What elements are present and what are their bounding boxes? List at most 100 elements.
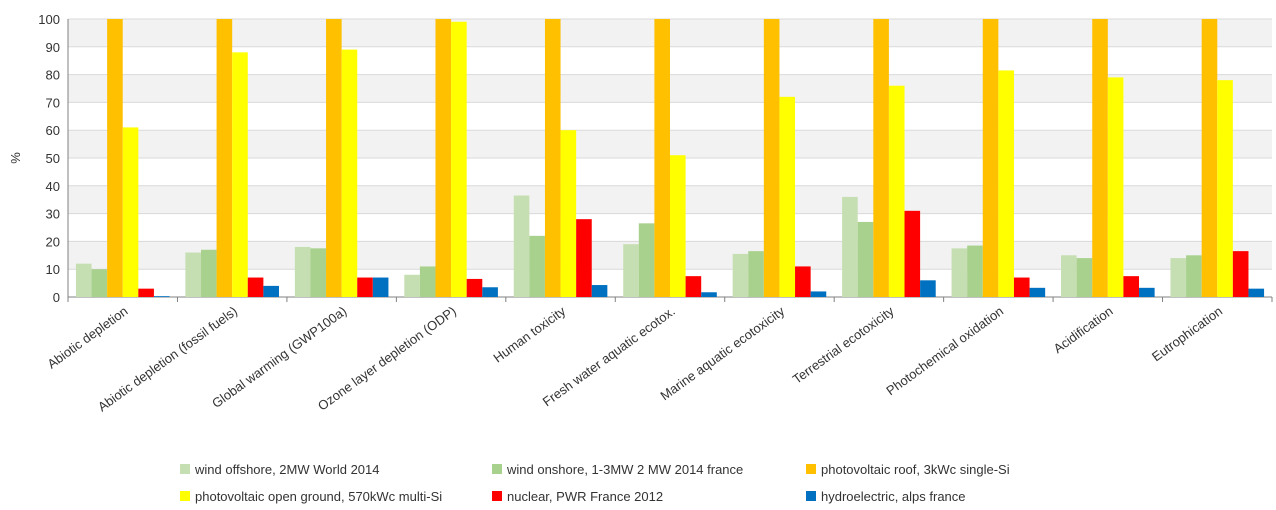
bar — [91, 269, 108, 297]
y-tick-label: 70 — [46, 95, 60, 110]
bar — [623, 244, 639, 297]
y-tick-label: 90 — [46, 40, 60, 55]
y-tick-label: 100 — [38, 12, 60, 27]
bar — [1139, 287, 1155, 297]
bar — [748, 251, 764, 297]
bar — [216, 19, 233, 297]
bar — [185, 252, 201, 297]
bar — [873, 19, 889, 297]
bar — [982, 19, 999, 297]
bar — [1061, 255, 1077, 297]
y-tick-label: 20 — [46, 234, 60, 249]
y-tick-label: 50 — [46, 151, 60, 166]
bar — [1076, 258, 1093, 297]
bar — [294, 246, 311, 297]
bar — [967, 245, 983, 297]
legend: wind offshore, 2MW World 2014 wind onshor… — [180, 462, 1010, 504]
bar — [560, 130, 577, 297]
y-axis-label: % — [8, 152, 23, 164]
bar — [654, 19, 670, 297]
bar — [1248, 288, 1265, 297]
bar — [75, 263, 92, 297]
legend-swatch — [806, 464, 816, 474]
legend-swatch — [180, 491, 190, 501]
bar — [232, 52, 248, 297]
bar — [842, 196, 858, 297]
bar — [1013, 277, 1030, 297]
bar — [341, 49, 358, 297]
bar — [1201, 19, 1218, 297]
bar — [638, 223, 655, 297]
bar — [122, 127, 139, 297]
bar — [372, 277, 389, 297]
legend-swatch — [492, 491, 502, 501]
category-label: Acidification — [1051, 303, 1116, 356]
bar — [153, 296, 170, 297]
bar — [857, 221, 874, 297]
legend-swatch — [806, 491, 816, 501]
category-label: Marine aquatic ecotoxicity — [657, 303, 787, 403]
category-label: Photochemical oxidation — [883, 303, 1006, 398]
bar — [435, 19, 452, 297]
bar — [1217, 80, 1233, 297]
bar — [685, 276, 702, 297]
bar — [263, 285, 279, 297]
bar — [1107, 77, 1124, 297]
bar — [310, 248, 327, 297]
bar — [326, 19, 342, 297]
bar — [1170, 258, 1187, 297]
bar — [419, 266, 436, 297]
legend-label: wind offshore, 2MW World 2014 — [194, 462, 380, 477]
legend-swatch — [180, 464, 190, 474]
bar — [529, 235, 545, 297]
legend-label: wind onshore, 1-3MW 2 MW 2014 france — [506, 462, 743, 477]
y-tick-label: 60 — [46, 123, 60, 138]
bar — [451, 21, 467, 298]
bar — [107, 19, 123, 297]
category-label: Abiotic depletion — [44, 303, 130, 371]
bar — [920, 280, 936, 297]
bar — [544, 19, 561, 297]
legend-label: nuclear, PWR France 2012 — [507, 489, 663, 504]
bar — [888, 85, 905, 297]
bar — [904, 210, 921, 297]
bars — [75, 19, 1265, 298]
bar — [1123, 276, 1140, 297]
legend-label: photovoltaic open ground, 570kWc multi-S… — [195, 489, 442, 504]
bar — [1029, 287, 1046, 297]
bar — [732, 253, 749, 297]
y-tick-label: 40 — [46, 179, 60, 194]
y-tick-label: 80 — [46, 68, 60, 83]
bar — [482, 287, 498, 297]
bar — [576, 219, 592, 297]
category-label: Terrestrial ecotoxicity — [790, 303, 897, 387]
bar — [1092, 19, 1108, 297]
bar — [1232, 251, 1249, 297]
y-tick-label: 10 — [46, 262, 60, 277]
bar — [357, 277, 373, 297]
bar — [404, 274, 420, 297]
category-label: Human toxicity — [490, 303, 568, 366]
bar — [247, 277, 264, 297]
bar — [763, 19, 780, 297]
bar — [466, 278, 483, 297]
y-tick-label: 0 — [53, 290, 60, 305]
bar — [1186, 255, 1202, 297]
legend-swatch — [492, 464, 502, 474]
bar — [951, 248, 968, 297]
bar — [779, 96, 796, 297]
bar — [513, 195, 530, 297]
bar — [795, 266, 811, 297]
bar — [810, 291, 827, 297]
y-axis-ticks: 0 10 20 30 40 50 60 70 80 90 100 — [38, 12, 60, 305]
bar — [998, 70, 1014, 298]
bar — [670, 155, 686, 297]
category-label: Eutrophication — [1149, 303, 1225, 364]
bar — [701, 292, 717, 297]
legend-label: photovoltaic roof, 3kWc single-Si — [821, 462, 1010, 477]
bar — [591, 285, 608, 297]
bar — [200, 249, 217, 297]
